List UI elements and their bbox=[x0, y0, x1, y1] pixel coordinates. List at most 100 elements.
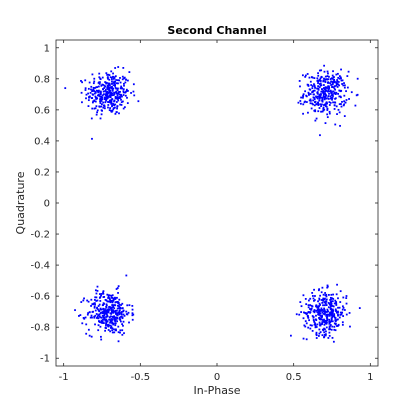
data-point bbox=[324, 88, 327, 91]
data-point bbox=[93, 77, 96, 80]
data-point bbox=[326, 316, 328, 319]
data-point bbox=[119, 95, 121, 98]
data-point bbox=[333, 78, 335, 81]
data-point bbox=[93, 92, 96, 95]
data-point bbox=[119, 331, 121, 334]
data-point bbox=[302, 294, 305, 297]
data-point bbox=[321, 334, 324, 337]
data-point bbox=[114, 85, 116, 87]
data-point bbox=[111, 109, 114, 112]
data-point bbox=[356, 77, 359, 80]
data-point bbox=[329, 328, 332, 331]
data-point bbox=[115, 313, 117, 315]
data-point bbox=[131, 304, 134, 307]
data-point bbox=[318, 335, 320, 337]
data-point bbox=[302, 112, 304, 115]
y-tick-label: 0.4 bbox=[34, 136, 50, 147]
data-point bbox=[328, 321, 331, 324]
data-point bbox=[326, 109, 329, 111]
data-point bbox=[113, 80, 116, 83]
data-point bbox=[108, 294, 111, 297]
data-point bbox=[323, 87, 325, 89]
data-point bbox=[106, 320, 109, 323]
data-point bbox=[106, 300, 109, 303]
data-point bbox=[112, 304, 114, 307]
data-point bbox=[331, 91, 333, 94]
data-point bbox=[111, 301, 114, 304]
data-point bbox=[99, 117, 102, 120]
data-point bbox=[327, 310, 329, 313]
data-point bbox=[316, 87, 318, 90]
data-point bbox=[127, 79, 129, 82]
data-point bbox=[343, 115, 346, 117]
data-point bbox=[119, 320, 122, 323]
data-point bbox=[319, 82, 322, 85]
data-point bbox=[322, 312, 325, 315]
data-point bbox=[337, 77, 340, 79]
data-point bbox=[105, 306, 108, 309]
data-point bbox=[305, 303, 308, 306]
data-point bbox=[94, 323, 96, 326]
data-point bbox=[339, 124, 341, 127]
data-point bbox=[95, 96, 98, 99]
data-point bbox=[101, 304, 104, 307]
data-point bbox=[122, 91, 125, 94]
data-point bbox=[93, 90, 96, 92]
data-point bbox=[107, 104, 110, 106]
data-point bbox=[313, 83, 315, 86]
data-point bbox=[333, 87, 336, 90]
data-point bbox=[317, 74, 320, 77]
data-point bbox=[335, 302, 338, 305]
data-point bbox=[108, 298, 111, 300]
data-point bbox=[98, 72, 101, 75]
data-point bbox=[106, 93, 108, 96]
data-point bbox=[325, 86, 328, 89]
data-point bbox=[133, 94, 136, 97]
data-point bbox=[105, 91, 108, 93]
data-point bbox=[83, 297, 85, 300]
data-point bbox=[81, 322, 84, 325]
data-point bbox=[112, 87, 115, 90]
data-point bbox=[315, 117, 318, 120]
data-point bbox=[315, 305, 317, 308]
data-point bbox=[316, 311, 319, 313]
data-point bbox=[105, 99, 107, 102]
data-point bbox=[312, 90, 314, 93]
data-point bbox=[344, 101, 347, 104]
data-point bbox=[108, 101, 111, 104]
data-point bbox=[333, 108, 336, 110]
data-point bbox=[319, 134, 321, 137]
data-point bbox=[340, 77, 342, 80]
data-point bbox=[323, 304, 326, 307]
data-point bbox=[112, 310, 115, 312]
data-point bbox=[323, 103, 326, 106]
data-point bbox=[332, 340, 335, 343]
data-point bbox=[336, 80, 339, 83]
data-point bbox=[340, 68, 342, 71]
data-point bbox=[324, 78, 327, 81]
data-point bbox=[328, 86, 331, 89]
data-point bbox=[320, 318, 322, 321]
data-point bbox=[327, 89, 330, 92]
y-tick-label: 1 bbox=[44, 43, 50, 54]
data-point bbox=[79, 314, 82, 316]
data-point bbox=[312, 96, 315, 99]
data-point bbox=[122, 107, 125, 110]
data-point bbox=[111, 329, 114, 332]
data-point bbox=[309, 297, 312, 300]
chart-title: Second Channel bbox=[167, 24, 266, 37]
data-point bbox=[116, 296, 118, 299]
data-point bbox=[88, 81, 91, 84]
data-point bbox=[125, 88, 128, 91]
data-point bbox=[87, 87, 90, 90]
data-point bbox=[97, 90, 99, 93]
data-point bbox=[100, 335, 102, 338]
data-point bbox=[337, 313, 339, 316]
data-point bbox=[317, 313, 319, 316]
data-point bbox=[101, 98, 104, 101]
data-point bbox=[290, 334, 292, 337]
data-point bbox=[334, 308, 337, 311]
data-point bbox=[120, 311, 123, 313]
data-point bbox=[112, 316, 114, 319]
